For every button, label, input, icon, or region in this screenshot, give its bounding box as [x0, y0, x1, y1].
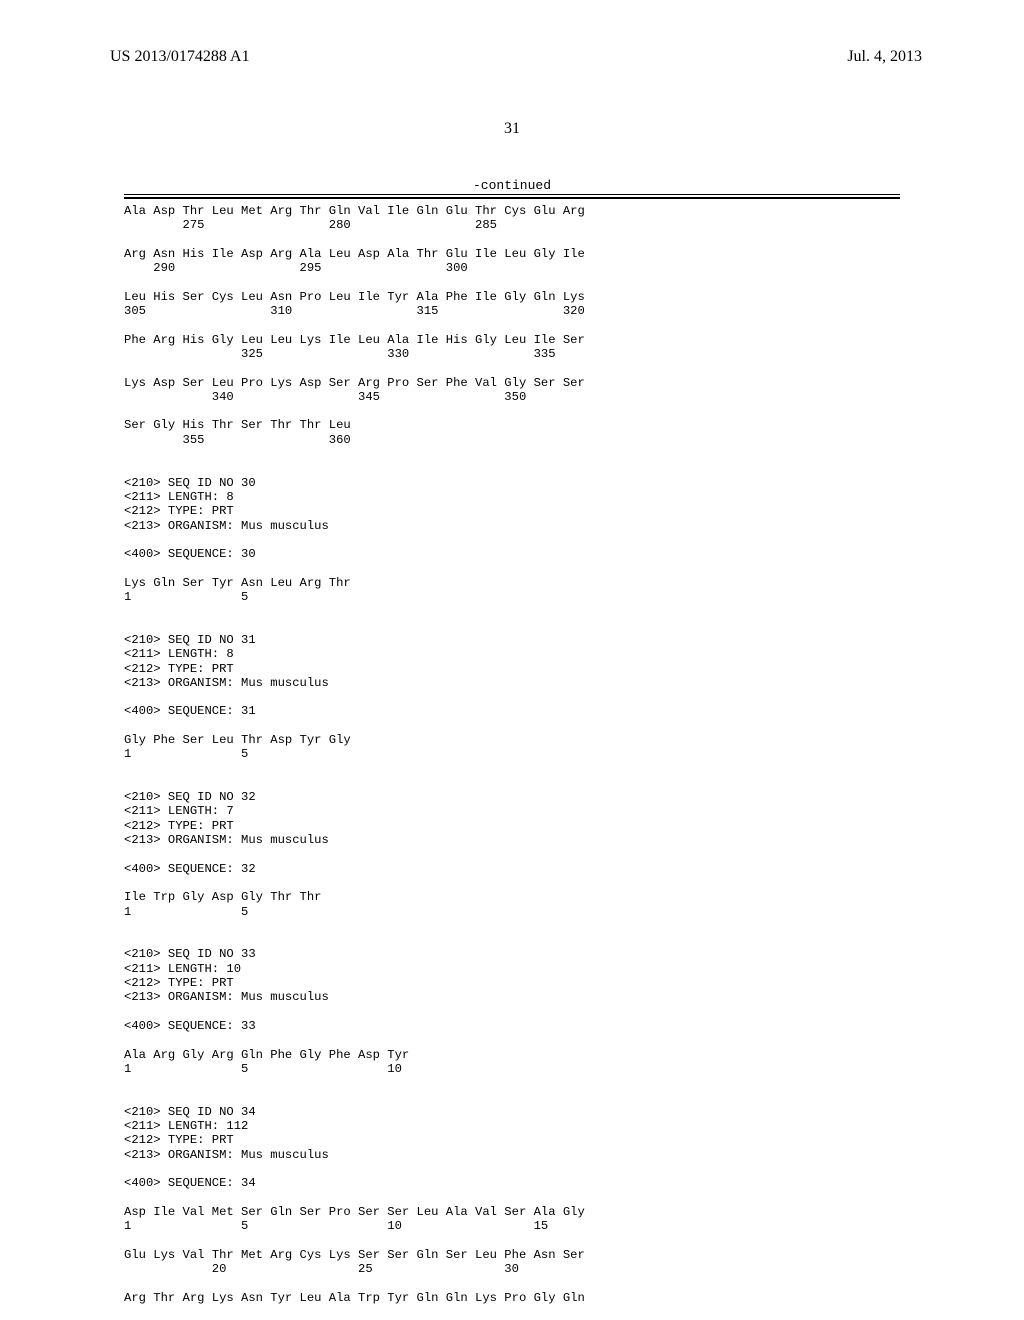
rule-thick: [124, 197, 900, 199]
rule-thin: [124, 194, 900, 195]
continued-label: -continued: [0, 178, 1024, 193]
page-number: 31: [0, 120, 1024, 138]
publication-date: Jul. 4, 2013: [847, 48, 922, 66]
sequence-listing: Ala Asp Thr Leu Met Arg Thr Gln Val Ile …: [124, 204, 900, 1305]
patent-number: US 2013/0174288 A1: [110, 48, 250, 66]
